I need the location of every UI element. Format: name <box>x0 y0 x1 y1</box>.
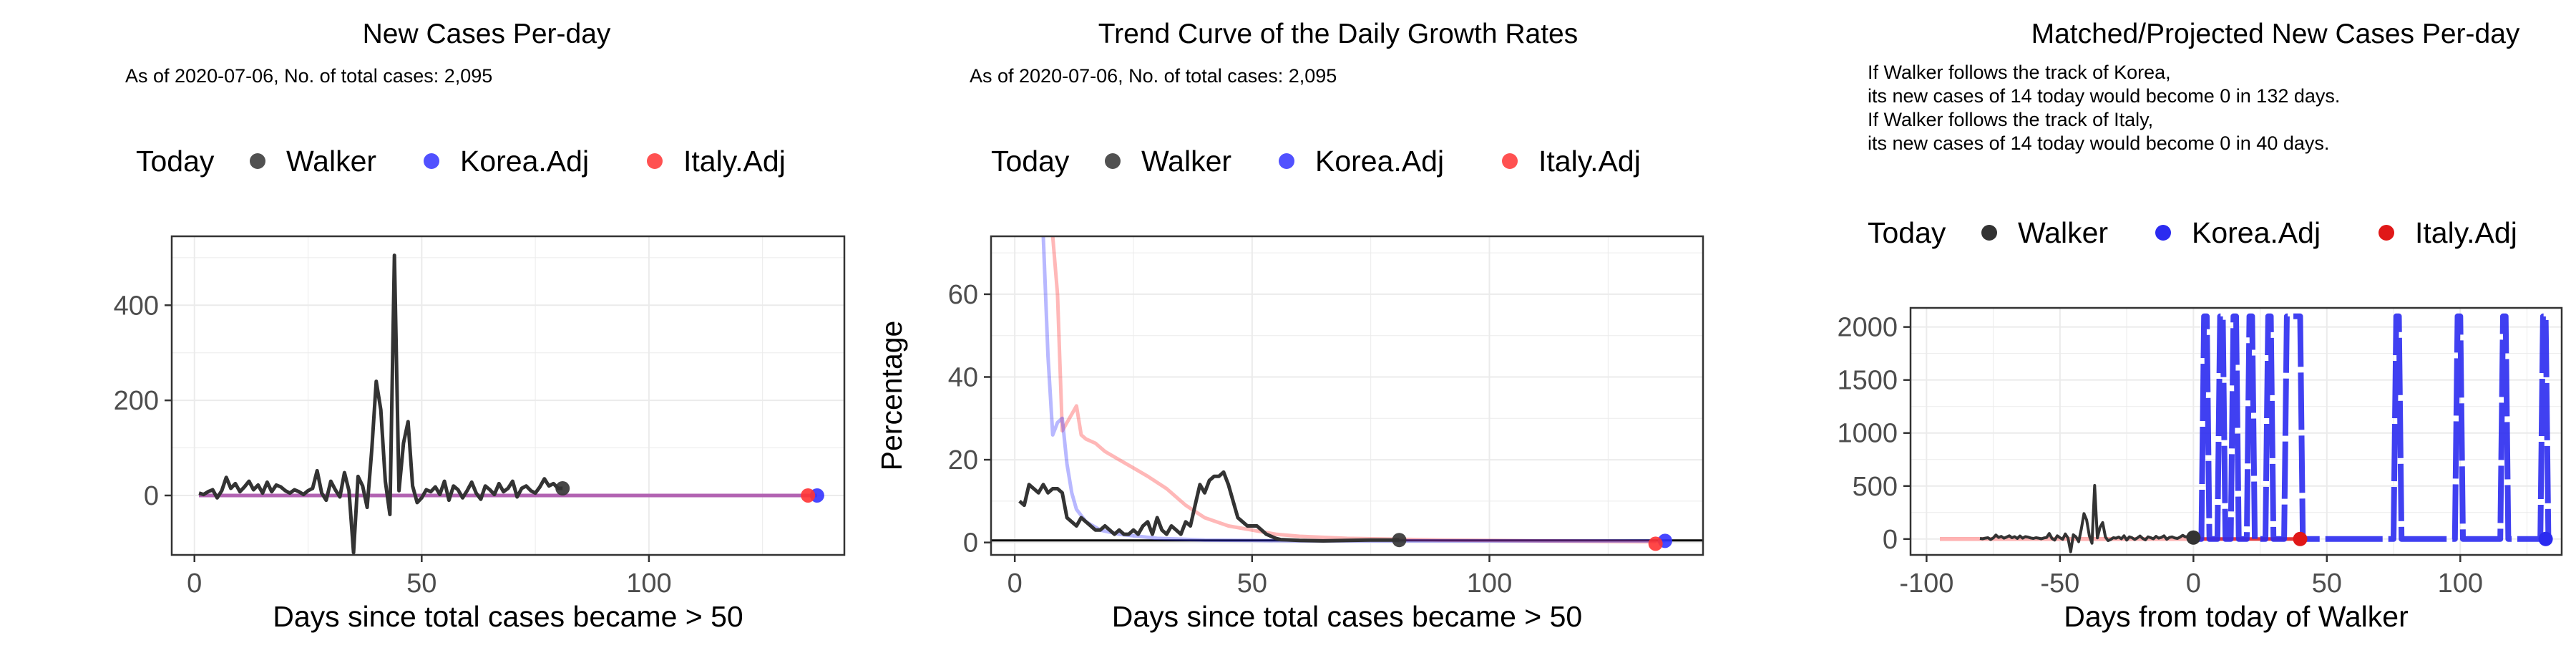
legend-key-walker <box>250 153 265 169</box>
chart-subtitle-line: As of 2020-07-06, No. of total cases: 2,… <box>125 65 492 87</box>
chart-projected: Matched/Projected New Cases Per-day If Wa… <box>1837 19 2563 633</box>
legend-key-walker <box>1105 153 1121 169</box>
legend-title: Today <box>991 145 1070 178</box>
chart-title: New Cases Per-day <box>363 19 611 49</box>
x-axis-label: Days since total cases became > 50 <box>273 600 743 633</box>
chart-growth-rates: Trend Curve of the Daily Growth Rates As … <box>875 19 1704 633</box>
plot-border <box>990 235 1704 556</box>
legend: Today Walker Korea.Adj Italy.Adj <box>1868 216 2517 249</box>
series-line-walker <box>1979 484 2194 553</box>
chart-subtitle-line: If Walker follows the track of Korea, <box>1868 62 2171 83</box>
plot-area <box>198 253 817 555</box>
today-point-italy-adj <box>2293 531 2308 546</box>
chart-title: Trend Curve of the Daily Growth Rates <box>1098 19 1578 49</box>
legend-label: Walker <box>2018 216 2108 249</box>
plot-border <box>1909 306 2563 556</box>
y-tick-label: 500 <box>1853 472 1898 502</box>
legend-key-italy-adj <box>647 153 663 169</box>
y-tick-label: 1500 <box>1837 366 1898 396</box>
y-axis-label: Percentage <box>875 321 908 471</box>
chart-subtitle-line: its new cases of 14 today would become 0… <box>1868 85 2340 107</box>
y-tick-label: 0 <box>1883 525 1898 555</box>
series-line-korea-adj <box>2193 313 2552 542</box>
x-tick-label: 100 <box>1467 569 1512 599</box>
chart-panel-growth-rates: Trend Curve of the Daily Growth Rates As … <box>859 0 1717 644</box>
today-point-walker <box>1392 533 1407 548</box>
legend-label: Korea.Adj <box>460 145 589 178</box>
today-point-italy-adj <box>801 488 816 503</box>
chart-subtitle-line: As of 2020-07-06, No. of total cases: 2,… <box>970 65 1337 87</box>
x-tick-label: -100 <box>1899 569 1953 599</box>
legend: Today Walker Korea.Adj Italy.Adj <box>136 145 786 178</box>
plot-background <box>991 236 1703 555</box>
x-tick-label: 50 <box>406 569 436 599</box>
x-axis-label: Days since total cases became > 50 <box>1112 600 1582 633</box>
legend-key-korea-adj <box>424 153 439 169</box>
chart-new-cases: New Cases Per-day As of 2020-07-06, No. o… <box>114 19 846 633</box>
legend-label: Walker <box>1141 145 1231 178</box>
y-tick-label: 400 <box>114 291 159 321</box>
x-tick-label: 0 <box>2186 569 2201 599</box>
y-tick-label: 0 <box>144 481 159 511</box>
y-tick-label: 40 <box>948 362 978 392</box>
chart-panel-projected: Matched/Projected New Cases Per-day If Wa… <box>1717 0 2576 644</box>
y-tick-label: 200 <box>114 386 159 416</box>
today-point-italy-adj <box>1648 536 1663 551</box>
today-point-korea-adj <box>2538 531 2553 546</box>
y-tick-label: 1000 <box>1837 419 1898 449</box>
legend-label: Korea.Adj <box>1315 145 1444 178</box>
legend-key-korea-adj <box>1279 153 1294 169</box>
plot-border <box>170 235 846 556</box>
legend-title: Today <box>136 145 215 178</box>
legend-label: Italy.Adj <box>1538 145 1641 178</box>
y-tick-label: 2000 <box>1837 313 1898 343</box>
x-tick-label: 100 <box>2438 569 2483 599</box>
legend-title: Today <box>1868 216 1946 249</box>
legend-label: Italy.Adj <box>2415 216 2517 249</box>
chart-title: Matched/Projected New Cases Per-day <box>2031 19 2520 49</box>
chart-subtitle-line: If Walker follows the track of Italy, <box>1868 109 2153 130</box>
plot-area <box>1940 313 2552 553</box>
x-tick-label: 50 <box>1237 569 1267 599</box>
legend-label: Korea.Adj <box>2192 216 2321 249</box>
legend-label: Italy.Adj <box>683 145 786 178</box>
series-line-walker <box>198 253 563 555</box>
plot-background <box>172 236 844 555</box>
x-axis-label: Days from today of Walker <box>2064 600 2409 633</box>
legend-key-italy-adj <box>2379 225 2394 241</box>
legend-label: Walker <box>286 145 376 178</box>
legend-key-korea-adj <box>2155 225 2171 241</box>
x-tick-label: 0 <box>187 569 202 599</box>
legend-key-italy-adj <box>1502 153 1518 169</box>
series-line-italy-adj <box>1050 236 1656 543</box>
y-tick-label: 20 <box>948 445 978 475</box>
chart-panel-new-cases: New Cases Per-day As of 2020-07-06, No. o… <box>0 0 859 644</box>
series-line-walker <box>1018 470 1400 543</box>
x-tick-label: 50 <box>2312 569 2342 599</box>
chart-subtitle-line: its new cases of 14 today would become 0… <box>1868 132 2329 154</box>
y-tick-label: 0 <box>963 528 978 558</box>
legend-key-walker <box>1981 225 1997 241</box>
today-point-walker <box>555 481 570 496</box>
plot-area <box>991 236 1703 543</box>
y-tick-label: 60 <box>948 280 978 310</box>
x-tick-label: -50 <box>2040 569 2079 599</box>
today-point-walker <box>2186 530 2201 545</box>
x-tick-label: 0 <box>1008 569 1023 599</box>
gridlines <box>991 236 1703 555</box>
legend: Today Walker Korea.Adj Italy.Adj <box>991 145 1641 178</box>
x-tick-label: 100 <box>626 569 671 599</box>
